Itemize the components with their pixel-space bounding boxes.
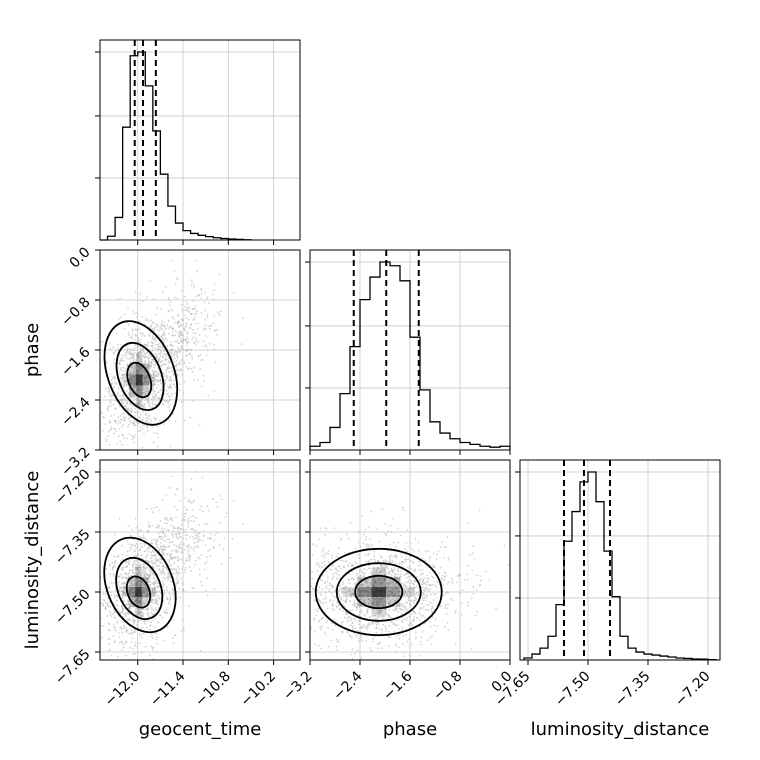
geocent_time-marginal-histogram bbox=[100, 51, 252, 241]
x-tick-label: −10.8 bbox=[192, 668, 234, 710]
contour-level bbox=[125, 575, 152, 609]
y-tick-label: −7.35 bbox=[52, 526, 94, 568]
x-tick-label: −2.4 bbox=[330, 668, 365, 703]
contour-level bbox=[115, 557, 164, 620]
geocent_time-vs-luminosity_distance-samples bbox=[100, 470, 245, 660]
contour-level bbox=[103, 320, 179, 426]
y-axis-label-luminosity-distance: luminosity_distance bbox=[22, 471, 43, 650]
phase-vs-luminosity_distance-samples bbox=[310, 506, 510, 660]
y-axis-label-phase: phase bbox=[22, 323, 43, 377]
y-tick-label: −7.50 bbox=[52, 586, 94, 628]
y-tick-label: 0.0 bbox=[67, 244, 94, 271]
contour-level bbox=[115, 341, 165, 411]
x-axis-label-phase: phase bbox=[383, 719, 437, 740]
geocent_time-vs-luminosity_distance-grid bbox=[100, 460, 300, 660]
x-axis-label-geocent-time: geocent_time bbox=[139, 719, 262, 740]
x-tick-label: −7.20 bbox=[672, 668, 714, 710]
luminosity_distance-marginal-frame bbox=[519, 459, 721, 661]
y-tick-label: −7.65 bbox=[52, 646, 94, 688]
x-tick-label: −0.8 bbox=[430, 668, 465, 703]
x-tick-label: −3.2 bbox=[280, 668, 315, 703]
geocent_time-marginal-frame bbox=[99, 39, 301, 241]
luminosity_distance-marginal-grid bbox=[520, 460, 720, 660]
geocent_time-marginal-grid bbox=[100, 40, 300, 240]
phase-marginal-histogram bbox=[309, 261, 511, 450]
contour-level bbox=[103, 536, 177, 634]
x-tick-label: −11.4 bbox=[147, 668, 189, 710]
y-tick-label: −1.6 bbox=[58, 344, 93, 379]
geocent_time-vs-luminosity_distance-frame bbox=[99, 459, 301, 661]
contour-level bbox=[335, 562, 422, 622]
contour-level bbox=[354, 574, 404, 610]
x-tick-label: −1.6 bbox=[380, 668, 415, 703]
y-tick-label: −0.8 bbox=[58, 294, 93, 329]
contour-level bbox=[126, 361, 153, 399]
y-tick-label: −2.4 bbox=[58, 394, 93, 429]
x-tick-label: −12.0 bbox=[102, 668, 144, 710]
geocent_time-vs-phase-samples bbox=[100, 259, 245, 450]
luminosity_distance-marginal-histogram bbox=[523, 471, 717, 661]
x-tick-label: −7.50 bbox=[552, 668, 594, 710]
x-tick-label: −7.35 bbox=[612, 668, 654, 710]
contour-level bbox=[314, 547, 443, 637]
x-tick-label: −10.2 bbox=[238, 668, 280, 710]
x-axis-label-luminosity-distance: luminosity_distance bbox=[531, 719, 710, 740]
